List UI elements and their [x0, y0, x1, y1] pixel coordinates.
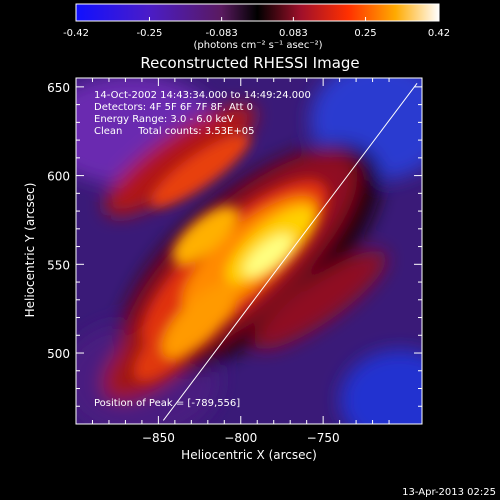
- colorbar-tick-label: -0.083: [206, 28, 238, 39]
- annotation-block: 14-Oct-2002 14:43:34.000 to 14:49:24.000…: [94, 90, 311, 137]
- colorbar-tick-label: 0.42: [428, 28, 450, 39]
- colorbar-ticks: -0.42 -0.25 -0.083 0.083 0.25 0.42: [63, 17, 450, 39]
- y-axis-label: Heliocentric Y (arcsec): [23, 183, 37, 318]
- y-tick-label: 650: [47, 81, 70, 95]
- x-tick-label: −800: [224, 431, 257, 445]
- x-tick-label: −750: [307, 431, 340, 445]
- plot-frame: [75, 77, 423, 425]
- y-tick-label: 500: [47, 347, 70, 361]
- x-axis-ticks: −850 −800 −750: [91, 78, 423, 445]
- x-tick-label: −850: [142, 431, 175, 445]
- y-tick-label: 550: [47, 258, 70, 272]
- annotation-line: 14-Oct-2002 14:43:34.000 to 14:49:24.000: [94, 90, 311, 101]
- colorbar-tick-label: 0.083: [279, 28, 308, 39]
- chart-title: Reconstructed RHESSI Image: [140, 54, 359, 72]
- y-tick-label: 600: [47, 170, 70, 184]
- heatmap-image: [76, 78, 422, 424]
- annotation-line: Clean Total counts: 3.53E+05: [94, 126, 254, 137]
- colorbar-tick-label: -0.25: [137, 28, 163, 39]
- limb-line: [162, 83, 418, 421]
- annotation-line: Detectors: 4F 5F 6F 7F 8F, Att 0: [94, 102, 253, 113]
- footer-date: 13-Apr-2013 02:25: [402, 487, 496, 498]
- colorbar-unit-label: (photons cm⁻² s⁻¹ asec⁻²): [193, 40, 322, 51]
- x-axis-label: Heliocentric X (arcsec): [181, 448, 317, 462]
- annotation-line: Energy Range: 3.0 - 6.0 keV: [94, 114, 234, 125]
- peak-position-label: Position of Peak = [-789,556]: [94, 398, 240, 409]
- y-axis-ticks: 500 550 600 650: [47, 81, 422, 407]
- colorbar-tick-label: 0.25: [354, 28, 376, 39]
- colorbar-tick-label: -0.42: [63, 28, 89, 39]
- colorbar: [75, 3, 440, 22]
